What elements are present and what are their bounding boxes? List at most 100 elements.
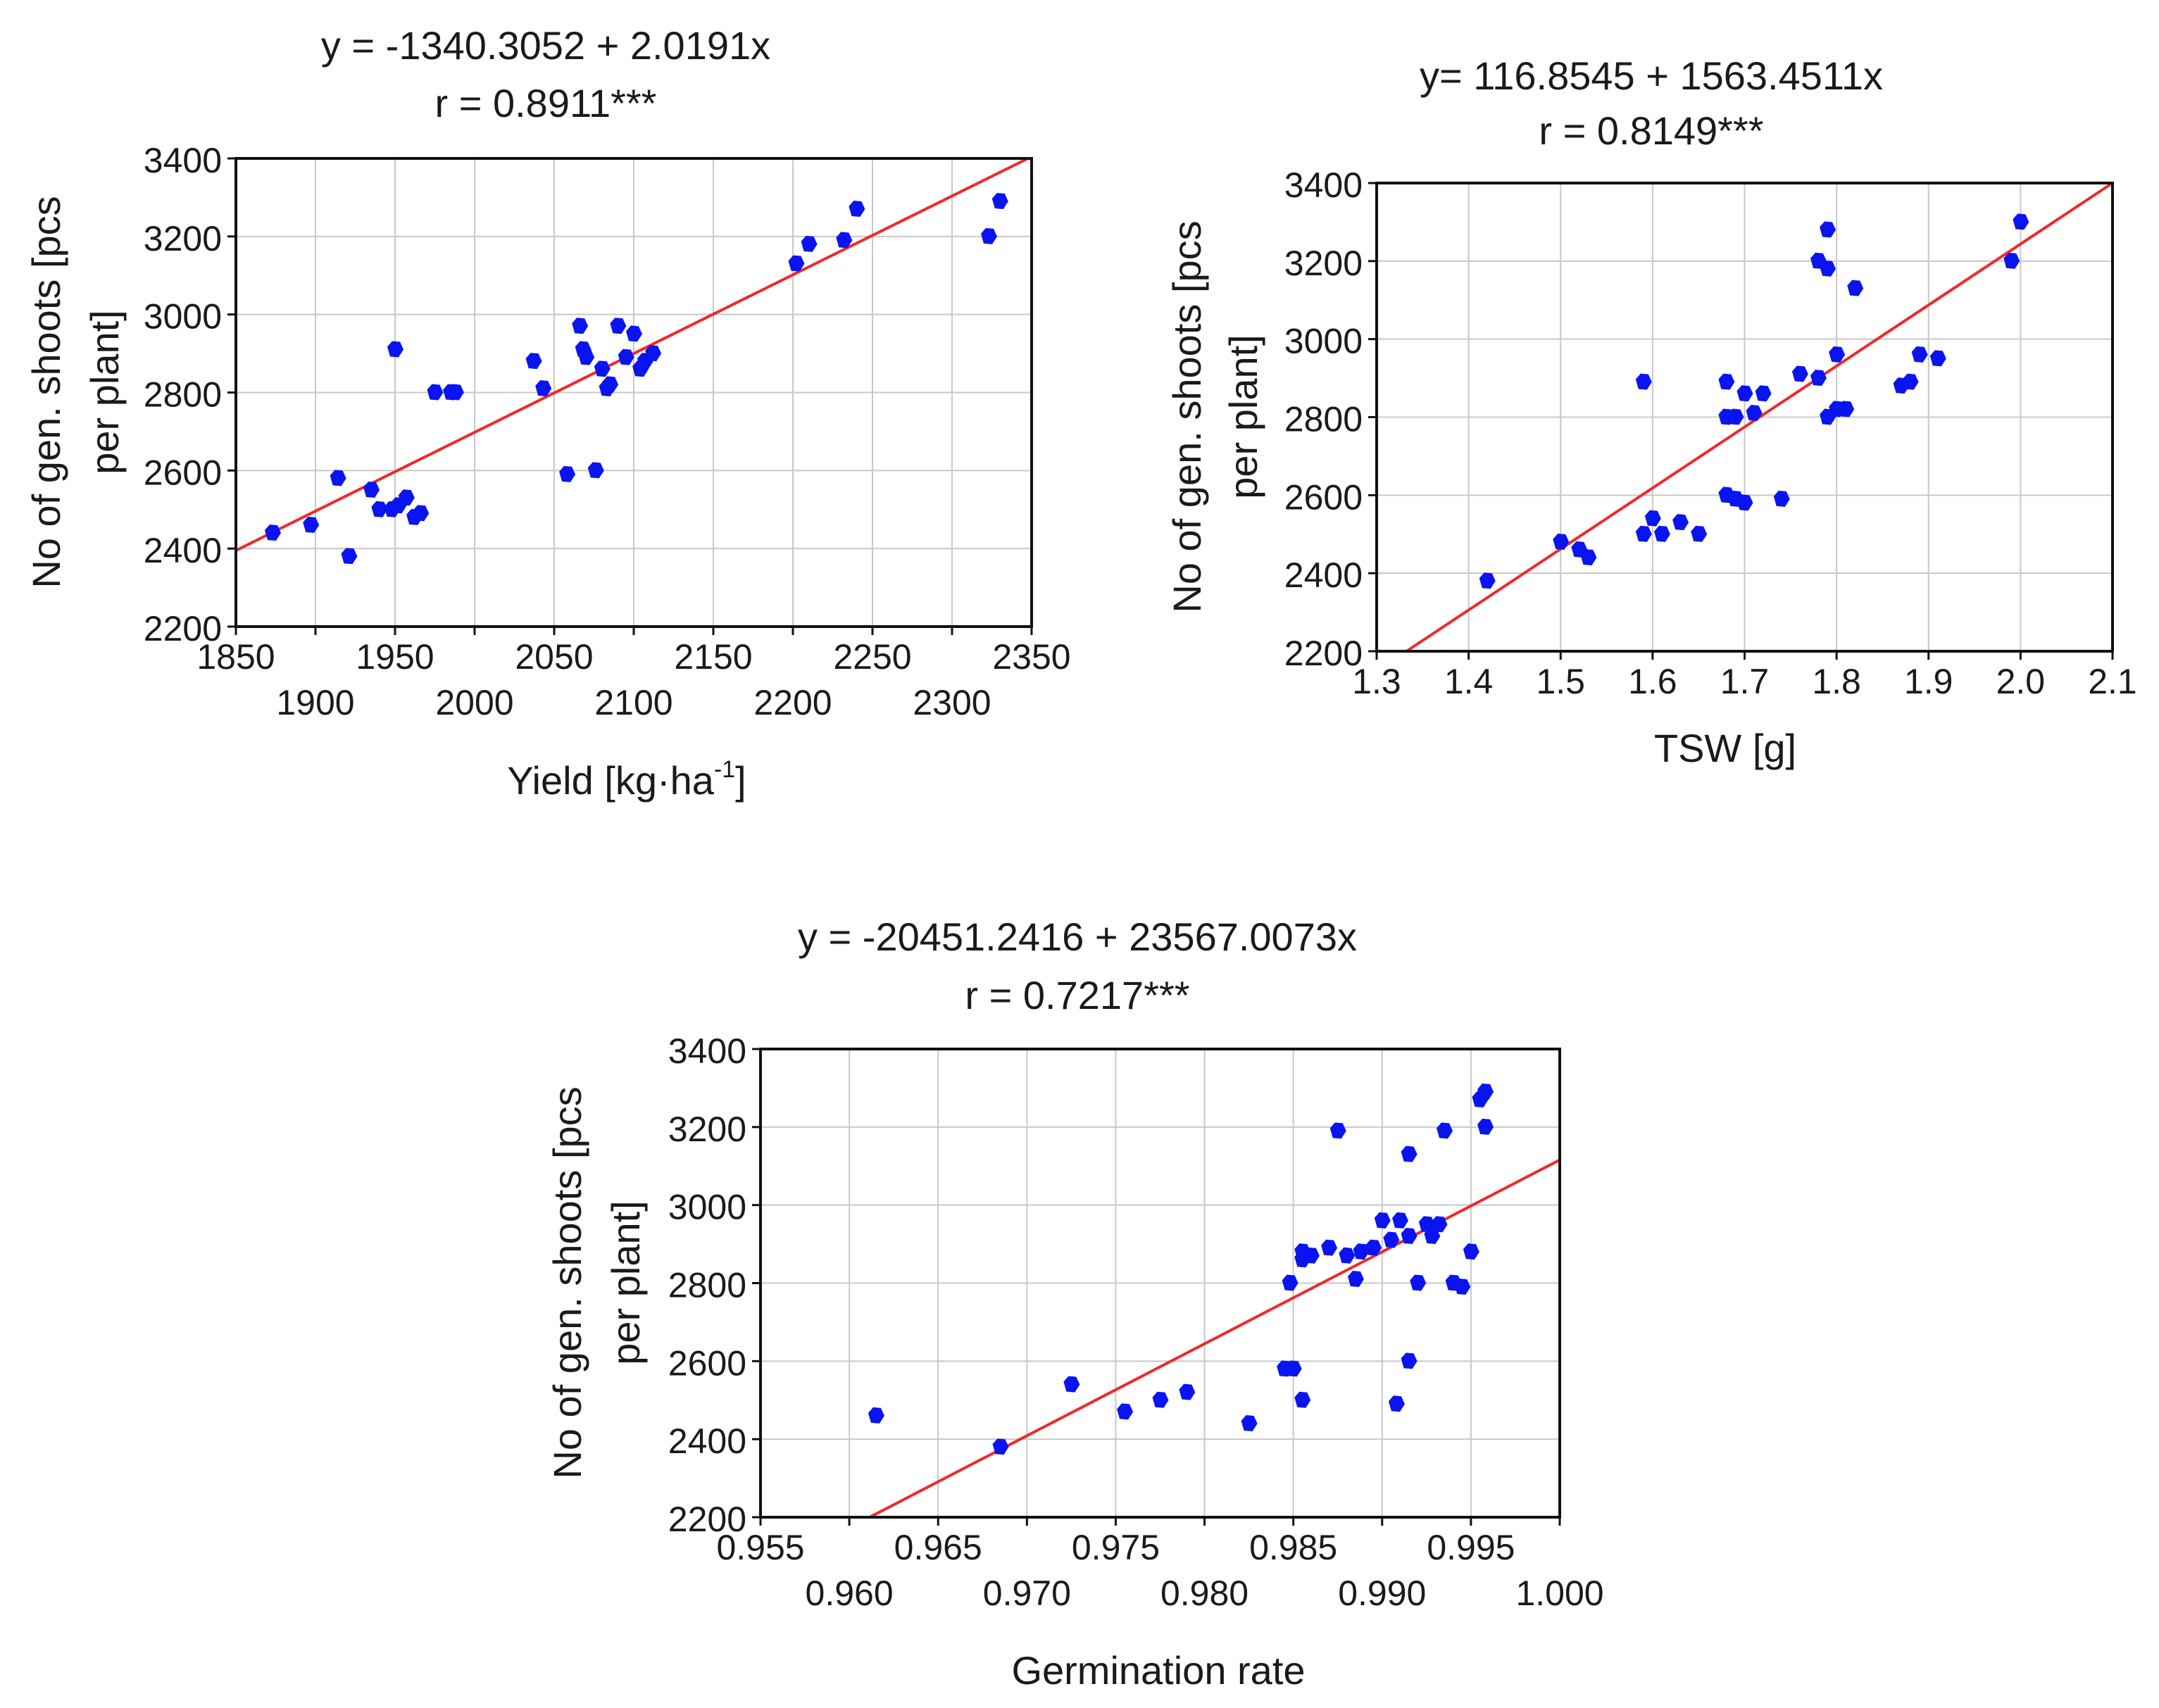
- chart-germination-point-21: [1392, 1212, 1408, 1229]
- chart-tsw-point-3: [1580, 549, 1597, 565]
- chart-germination-x-tick-label-0: 0.955: [716, 1528, 804, 1567]
- chart-germination-y-axis-label-line1: No of gen. shoots [pcs: [545, 1086, 589, 1478]
- chart-tsw-point-33: [1929, 350, 1946, 367]
- chart-yield-y-tick-label-3: 2800: [144, 375, 222, 415]
- chart-tsw-point-29: [1847, 280, 1864, 296]
- chart-yield-x-tick-label-3: 2150: [674, 637, 752, 677]
- chart-yield-point-35: [980, 227, 997, 244]
- chart-yield-point-33: [836, 232, 853, 249]
- chart-tsw-point-17: [1736, 494, 1753, 511]
- chart-germination-x-axis-label: Germination rate: [1011, 1648, 1305, 1693]
- chart-yield-y-tick-label-1: 2400: [144, 531, 222, 570]
- chart-yield-x-axis-label-sup: -1: [714, 756, 735, 783]
- chart-tsw-point-28: [1838, 401, 1855, 417]
- chart-tsw-point-35: [2013, 213, 2029, 230]
- chart-germination-point-0: [868, 1407, 884, 1424]
- chart-tsw-y-axis-label-line2: per plant]: [1221, 334, 1265, 499]
- chart-yield-x-tick-label-5: 2350: [992, 637, 1070, 677]
- chart-yield-x-tick-label-6: 1900: [276, 683, 354, 722]
- chart-yield-point-30: [645, 345, 662, 362]
- chart-tsw-point-34: [2003, 252, 2020, 269]
- chart-yield-x-tick-label-4: 2250: [833, 637, 911, 677]
- chart-yield-x-tick-label-8: 2100: [594, 683, 672, 722]
- chart-tsw: y= 116.8545 + 1563.4511x r = 0.8149*** 2…: [1165, 54, 2137, 770]
- chart-tsw-point-26: [1829, 346, 1846, 363]
- chart-germination-point-20: [1383, 1231, 1400, 1248]
- chart-germination-point-5: [1179, 1383, 1196, 1400]
- chart-germination-point-37: [1329, 1122, 1346, 1139]
- chart-germination-point-17: [1353, 1243, 1370, 1260]
- chart-yield-point-22: [594, 360, 611, 377]
- chart-tsw-x-tick-label-6: 1.9: [1904, 662, 1953, 701]
- chart-yield-x-tick-label-0: 1850: [196, 637, 275, 677]
- chart-germination-point-31: [1454, 1279, 1471, 1295]
- chart-germination-y-tick-label-5: 3200: [668, 1110, 746, 1149]
- chart-germination-point-22: [1401, 1228, 1418, 1244]
- chart-tsw-x-axis-label: TSW [g]: [1654, 726, 1796, 770]
- chart-tsw-point-12: [1727, 408, 1744, 425]
- chart-yield-point-21: [587, 462, 604, 479]
- chart-tsw-y-axis-label-line1: No of gen. shoots [pcs: [1165, 220, 1209, 613]
- chart-yield-point-12: [427, 384, 444, 401]
- chart-tsw-point-1: [1553, 533, 1570, 550]
- chart-tsw-points: [1479, 213, 2029, 589]
- chart-tsw-y-tick-label-3: 2800: [1284, 400, 1363, 439]
- chart-tsw-x-ticks: 1.3 1.4 1.5 1.6 1.7 1.8 1.9 2.0 2.1: [1352, 651, 2137, 701]
- chart-germination-point-35: [1477, 1118, 1494, 1135]
- chart-germination-point-28: [1401, 1145, 1418, 1162]
- chart-yield-x-tick-label-7: 2000: [435, 683, 513, 722]
- chart-germination-x-tick-label-2: 0.975: [1072, 1528, 1160, 1567]
- chart-germination-point-29: [1388, 1395, 1405, 1412]
- chart-tsw-y-tick-label-2: 2600: [1284, 477, 1363, 517]
- chart-germination-x-tick-label-7: 0.980: [1160, 1574, 1249, 1613]
- chart-germination-points: [868, 1083, 1494, 1455]
- chart-yield-y-tick-label-6: 3400: [144, 141, 222, 180]
- chart-yield-point-1: [303, 516, 320, 533]
- chart-yield-point-32: [801, 235, 818, 252]
- chart-germination-point-32: [1463, 1243, 1479, 1260]
- chart-germination-grid: [760, 1048, 1560, 1518]
- chart-germination-x-ticks: 0.955 0.965 0.975 0.985 0.995 0.960 0.970 0.980…: [716, 1517, 1604, 1613]
- chart-yield-point-9: [398, 489, 415, 506]
- chart-germination-y-tick-label-0: 2200: [668, 1500, 746, 1539]
- chart-yield-y-axis-label-line1: No of gen. shoots [pcs: [24, 196, 68, 588]
- chart-yield-y-ticks: 2200 2400 2600 2800 3000 3200 3400: [144, 141, 236, 648]
- chart-germination-point-23: [1410, 1274, 1427, 1291]
- chart-germination-y-tick-label-1: 2400: [668, 1421, 746, 1461]
- chart-tsw-y-tick-label-0: 2200: [1284, 634, 1363, 673]
- chart-germination-x-tick-label-8: 0.990: [1338, 1574, 1426, 1613]
- chart-germination-point-34: [1477, 1083, 1494, 1100]
- chart-germination-point-2: [1063, 1376, 1080, 1393]
- chart-tsw-correlation: r = 0.8149***: [1539, 108, 1763, 153]
- chart-germination-point-27: [1437, 1122, 1453, 1139]
- chart-germination: y = -20451.2416 + 23567.0073x r = 0.7217…: [545, 915, 1604, 1693]
- chart-germination-point-1: [992, 1438, 1009, 1455]
- chart-yield-y-tick-label-2: 2600: [144, 453, 222, 492]
- chart-yield-point-20: [578, 348, 595, 365]
- chart-tsw-point-4: [1635, 373, 1652, 390]
- chart-germination-y-ticks: 2200 2400 2600 2800 3000 3200 3400: [668, 1031, 761, 1539]
- chart-yield-equation: y = -1340.3052 + 2.0191x: [321, 23, 770, 68]
- chart-germination-point-8: [1285, 1360, 1302, 1377]
- chart-yield: y = -1340.3052 + 2.0191x r = 0.8911*** 2…: [24, 23, 1071, 803]
- chart-tsw-point-7: [1653, 525, 1670, 542]
- chart-germination-x-tick-label-1: 0.965: [894, 1528, 982, 1567]
- chart-tsw-point-15: [1718, 373, 1735, 390]
- chart-tsw-x-tick-label-5: 1.8: [1812, 662, 1861, 701]
- chart-tsw-point-5: [1635, 525, 1652, 542]
- chart-tsw-x-tick-label-0: 1.3: [1352, 662, 1401, 701]
- chart-yield-point-16: [535, 379, 552, 396]
- chart-tsw-point-8: [1672, 514, 1689, 531]
- chart-tsw-point-9: [1691, 525, 1708, 542]
- chart-yield-x-axis-label: Yield [kg·ha-1]: [507, 756, 746, 803]
- chart-germination-point-14: [1321, 1239, 1338, 1256]
- chart-tsw-x-tick-label-3: 1.6: [1628, 662, 1677, 701]
- chart-tsw-y-tick-label-5: 3200: [1284, 244, 1363, 283]
- chart-yield-point-17: [559, 465, 576, 482]
- chart-germination-point-25: [1424, 1228, 1441, 1244]
- chart-tsw-point-32: [1911, 346, 1928, 363]
- chart-germination-x-tick-label-3: 0.985: [1249, 1528, 1337, 1567]
- chart-yield-point-2: [330, 470, 346, 486]
- chart-germination-regression-line: [868, 1158, 1560, 1519]
